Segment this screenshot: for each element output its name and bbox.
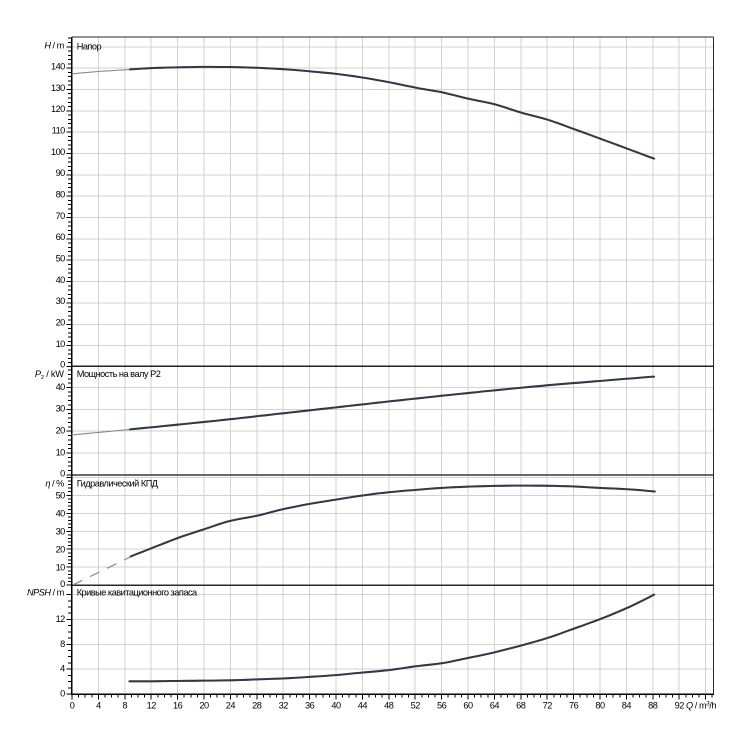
svg-text:32: 32 xyxy=(279,701,289,711)
svg-text:92: 92 xyxy=(675,701,685,711)
svg-text:30: 30 xyxy=(56,527,66,537)
svg-text:Гидравлический КПД: Гидравлический КПД xyxy=(77,479,159,489)
svg-text:0: 0 xyxy=(60,579,65,589)
svg-text:20: 20 xyxy=(56,426,66,436)
svg-text:50: 50 xyxy=(56,254,66,264)
svg-text:0: 0 xyxy=(70,701,75,711)
svg-text:60: 60 xyxy=(463,701,473,711)
svg-text:68: 68 xyxy=(516,701,526,711)
svg-text:72: 72 xyxy=(543,701,553,711)
svg-text:60: 60 xyxy=(56,232,66,242)
svg-text:8: 8 xyxy=(60,639,65,649)
svg-text:NPSH / m: NPSH / m xyxy=(27,587,65,597)
svg-text:140: 140 xyxy=(51,61,65,71)
svg-text:52: 52 xyxy=(411,701,421,711)
svg-text:P2 / kW: P2 / kW xyxy=(35,369,64,381)
svg-text:48: 48 xyxy=(384,701,394,711)
svg-text:20: 20 xyxy=(56,545,66,555)
svg-text:Кривые кавитационного запаса: Кривые кавитационного запаса xyxy=(77,587,198,597)
svg-text:70: 70 xyxy=(56,211,66,221)
svg-text:Мощность на валу P2: Мощность на валу P2 xyxy=(77,369,161,379)
svg-text:84: 84 xyxy=(622,701,632,711)
svg-text:20: 20 xyxy=(199,701,209,711)
svg-text:20: 20 xyxy=(56,318,66,328)
svg-text:10: 10 xyxy=(56,563,66,573)
svg-text:80: 80 xyxy=(595,701,605,711)
svg-text:30: 30 xyxy=(56,296,66,306)
svg-text:0: 0 xyxy=(60,689,65,699)
svg-text:η / %: η / % xyxy=(45,479,64,489)
svg-text:12: 12 xyxy=(147,701,157,711)
svg-text:Q / m3/h: Q / m3/h xyxy=(686,701,716,711)
svg-text:64: 64 xyxy=(490,701,500,711)
svg-text:40: 40 xyxy=(56,382,66,392)
svg-text:12: 12 xyxy=(56,614,66,624)
svg-text:24: 24 xyxy=(226,701,236,711)
svg-text:40: 40 xyxy=(56,509,66,519)
svg-text:40: 40 xyxy=(56,275,66,285)
svg-text:120: 120 xyxy=(51,104,65,114)
svg-text:16: 16 xyxy=(173,701,183,711)
svg-text:40: 40 xyxy=(331,701,341,711)
svg-text:30: 30 xyxy=(56,404,66,414)
svg-text:8: 8 xyxy=(122,701,127,711)
svg-text:28: 28 xyxy=(252,701,262,711)
svg-text:0: 0 xyxy=(60,469,65,479)
svg-text:H / m: H / m xyxy=(44,40,64,50)
svg-text:4: 4 xyxy=(96,701,101,711)
svg-text:10: 10 xyxy=(56,447,66,457)
svg-text:90: 90 xyxy=(56,168,66,178)
svg-text:4: 4 xyxy=(60,664,65,674)
svg-text:Напор: Напор xyxy=(77,41,102,51)
svg-text:100: 100 xyxy=(51,147,65,157)
svg-text:80: 80 xyxy=(56,190,66,200)
svg-text:88: 88 xyxy=(648,701,658,711)
svg-text:36: 36 xyxy=(305,701,315,711)
svg-text:76: 76 xyxy=(569,701,579,711)
svg-text:56: 56 xyxy=(437,701,447,711)
svg-text:0: 0 xyxy=(60,359,65,369)
svg-text:50: 50 xyxy=(56,491,66,501)
svg-text:130: 130 xyxy=(51,83,65,93)
svg-text:10: 10 xyxy=(56,339,66,349)
svg-text:110: 110 xyxy=(52,126,66,136)
svg-text:44: 44 xyxy=(358,701,368,711)
